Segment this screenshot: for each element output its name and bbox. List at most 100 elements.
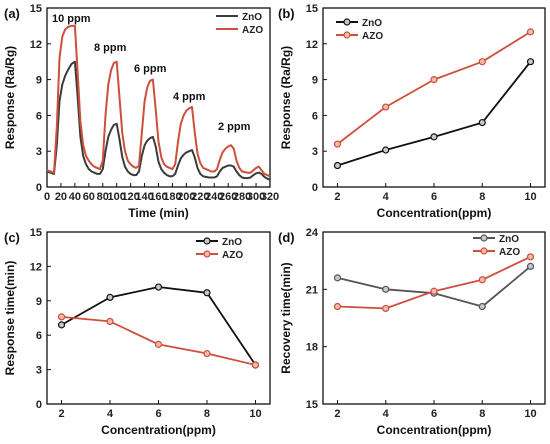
concentration-annotation: 6 ppm <box>134 63 167 75</box>
x-tick-label: 140 <box>135 191 153 203</box>
legend-marker-azo <box>480 247 488 255</box>
data-point-azo <box>478 58 486 66</box>
y-tick-label: 21 <box>306 284 318 296</box>
x-tick-label: 6 <box>431 191 437 203</box>
x-axis-label: Concentration(ppm) <box>377 423 492 437</box>
y-tick-label: 6 <box>312 110 318 122</box>
data-point-azo <box>203 349 211 358</box>
x-tick-label: 180 <box>163 191 181 203</box>
y-tick-label: 6 <box>36 110 42 122</box>
data-point-zno <box>430 133 438 141</box>
x-tick-label: 2 <box>334 408 340 420</box>
legend-marker-zno <box>203 237 211 245</box>
x-tick-label: 220 <box>191 191 209 203</box>
data-point-azo <box>251 361 260 369</box>
data-point-azo <box>526 253 535 261</box>
data-point-zno <box>478 118 486 127</box>
data-point-zno <box>154 283 163 291</box>
x-tick-label: 320 <box>261 191 279 203</box>
x-tick-label: 8 <box>479 408 485 420</box>
x-tick-label: 6 <box>155 408 161 420</box>
panel-label: (c) <box>4 230 20 245</box>
x-tick-label: 20 <box>55 191 67 203</box>
series-line-azo <box>337 255 531 310</box>
legend-label-zno: ZnO <box>362 18 382 29</box>
y-tick-label: 12 <box>30 261 42 273</box>
concentration-annotation: 4 ppm <box>173 91 206 103</box>
data-point-azo <box>57 313 66 321</box>
concentration-annotation: 2 ppm <box>218 121 251 133</box>
y-tick-label: 0 <box>36 182 42 194</box>
y-tick-label: 15 <box>306 399 318 411</box>
data-point-azo <box>526 28 535 36</box>
y-axis-label: Response (Ra/Rg) <box>3 46 17 149</box>
data-point-zno <box>526 262 535 270</box>
data-point-azo <box>333 302 342 311</box>
x-tick-label: 8 <box>479 191 485 203</box>
x-axis-label: Time (min) <box>128 206 188 220</box>
concentration-annotation: 10 ppm <box>52 13 91 25</box>
data-point-zno <box>382 146 390 154</box>
legend-label-zno: ZnO <box>499 234 519 245</box>
x-tick-label: 240 <box>205 191 223 203</box>
data-point-azo <box>106 317 114 326</box>
x-tick-label: 300 <box>247 191 265 203</box>
data-point-zno <box>203 289 211 297</box>
legend-label-azo: AZO <box>499 247 520 258</box>
chart-panel-b: 2 4 6 8 10 0 3 6 9 12 15 Concentration(ppm) Response… <box>278 3 546 220</box>
x-tick-label: 0 <box>44 191 50 203</box>
y-tick-label: 15 <box>30 3 42 15</box>
data-point-zno <box>333 161 342 170</box>
data-point-azo <box>430 287 438 295</box>
series-line-zno <box>61 286 257 366</box>
x-tick-label: 6 <box>431 408 437 420</box>
y-tick-label: 12 <box>30 39 42 51</box>
x-tick-label: 4 <box>107 408 114 420</box>
data-point-zno <box>478 302 486 311</box>
y-tick-label: 3 <box>36 365 42 377</box>
y-tick-label: 12 <box>306 39 318 51</box>
x-tick-label: 4 <box>383 408 390 420</box>
data-point-azo <box>333 140 342 148</box>
x-tick-label: 4 <box>383 191 390 203</box>
series-line-azo <box>46 24 271 178</box>
data-point-azo <box>154 340 163 348</box>
panel-label: (b) <box>278 6 295 21</box>
data-point-azo <box>382 304 390 313</box>
y-tick-label: 0 <box>36 399 42 411</box>
x-tick-label: 260 <box>219 191 237 203</box>
chart-panel-c: 2 4 6 8 10 0 3 6 9 12 15 Concentration(ppm) Response… <box>3 227 271 437</box>
y-tick-label: 0 <box>312 182 318 194</box>
y-tick-label: 24 <box>306 227 319 239</box>
legend-marker-azo <box>343 31 351 39</box>
data-point-zno <box>526 58 535 66</box>
y-tick-label: 15 <box>306 3 318 15</box>
panel-label: (a) <box>4 6 20 21</box>
x-tick-label: 120 <box>121 191 139 203</box>
concentration-annotation: 8 ppm <box>94 42 127 54</box>
legend-label-azo: AZO <box>242 25 263 36</box>
series-line-azo <box>336 31 531 145</box>
y-tick-label: 18 <box>306 342 318 354</box>
y-tick-label: 9 <box>36 296 42 308</box>
x-tick-label: 100 <box>108 191 126 203</box>
y-tick-label: 15 <box>30 227 42 239</box>
legend-label-azo: AZO <box>222 250 243 261</box>
x-tick-label: 60 <box>83 191 95 203</box>
y-tick-label: 3 <box>312 146 318 158</box>
data-point-zno <box>333 274 342 282</box>
x-tick-label: 10 <box>249 408 261 420</box>
y-tick-label: 9 <box>312 75 318 87</box>
x-tick-label: 280 <box>233 191 251 203</box>
x-tick-label: 10 <box>524 191 536 203</box>
chart-panel-a: 0 20 40 60 801001201401601802002202402602803… <box>3 3 279 220</box>
series-line-zno <box>337 265 532 308</box>
chart-panel-d: 2 4 6 8 1015182124Concentration(ppm)Recovery… <box>278 227 546 437</box>
y-tick-label: 9 <box>36 75 42 87</box>
data-point-azo <box>478 276 486 284</box>
data-point-zno <box>57 321 66 329</box>
x-tick-label: 80 <box>97 191 109 203</box>
x-axis-label: Concentration(ppm) <box>377 206 492 220</box>
x-tick-label: 160 <box>149 191 167 203</box>
